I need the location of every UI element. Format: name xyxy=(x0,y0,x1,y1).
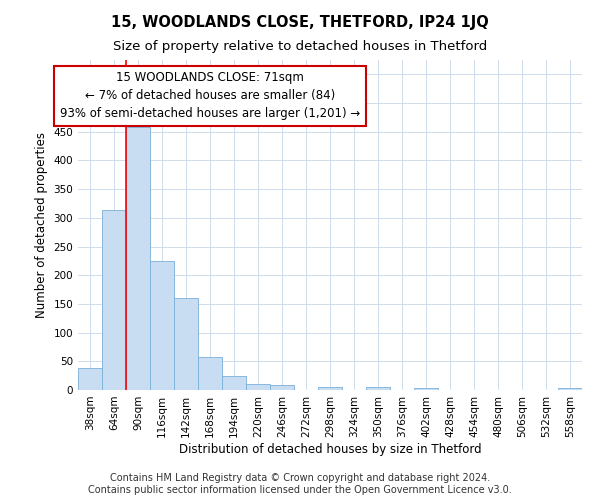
Bar xyxy=(126,127,150,390)
Bar xyxy=(246,384,270,390)
Text: Size of property relative to detached houses in Thetford: Size of property relative to detached ho… xyxy=(113,40,487,53)
Bar xyxy=(222,376,246,390)
Bar xyxy=(270,386,294,390)
Text: 15 WOODLANDS CLOSE: 71sqm
← 7% of detached houses are smaller (84)
93% of semi-d: 15 WOODLANDS CLOSE: 71sqm ← 7% of detach… xyxy=(60,72,360,120)
Bar xyxy=(102,210,126,390)
Bar xyxy=(78,368,102,390)
Text: 15, WOODLANDS CLOSE, THETFORD, IP24 1JQ: 15, WOODLANDS CLOSE, THETFORD, IP24 1JQ xyxy=(111,15,489,30)
Bar xyxy=(558,388,582,390)
X-axis label: Distribution of detached houses by size in Thetford: Distribution of detached houses by size … xyxy=(179,442,481,456)
Text: Contains HM Land Registry data © Crown copyright and database right 2024.
Contai: Contains HM Land Registry data © Crown c… xyxy=(88,474,512,495)
Bar xyxy=(174,298,198,390)
Bar xyxy=(150,261,174,390)
Bar xyxy=(318,387,342,390)
Bar xyxy=(366,386,390,390)
Y-axis label: Number of detached properties: Number of detached properties xyxy=(35,132,48,318)
Bar xyxy=(198,358,222,390)
Bar xyxy=(414,388,438,390)
